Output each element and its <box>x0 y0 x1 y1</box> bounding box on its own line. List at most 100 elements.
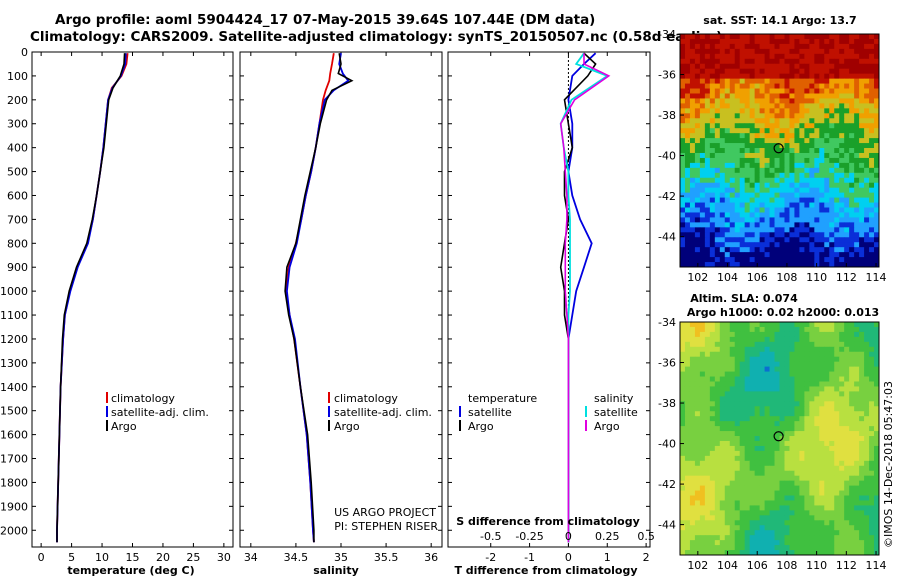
map-cell <box>829 480 835 486</box>
map-cell <box>829 366 835 372</box>
map-cell <box>739 167 746 174</box>
map-cell <box>874 436 880 442</box>
map-cell <box>689 187 696 194</box>
map-cell <box>739 108 746 114</box>
map-cell <box>804 187 810 194</box>
map-cell <box>834 336 840 343</box>
map-cell <box>819 247 825 253</box>
map-cell <box>724 157 731 164</box>
map-cell <box>759 500 765 506</box>
map-cell <box>729 232 736 238</box>
map-cell <box>804 93 810 99</box>
map-cell <box>789 138 795 144</box>
map-cell <box>839 470 845 477</box>
s-tick-label: 0.25 <box>595 530 620 543</box>
map-cell <box>829 505 835 511</box>
map-cell <box>689 465 696 472</box>
map-cell <box>764 480 770 486</box>
map-cell <box>864 78 870 84</box>
map-cell <box>724 38 731 45</box>
map-cell <box>869 550 875 556</box>
map-cell <box>799 172 805 179</box>
map-cell <box>694 510 701 516</box>
map-cell <box>774 63 780 70</box>
map-cell <box>749 346 756 353</box>
map-cell <box>799 525 805 531</box>
map-cell <box>824 192 830 198</box>
map-cell <box>859 490 865 496</box>
map-cell <box>844 331 850 338</box>
map-cell <box>864 401 870 407</box>
map-cell <box>789 381 795 387</box>
map-cell <box>754 455 761 462</box>
map-cell <box>779 455 785 462</box>
map-cell <box>869 530 875 536</box>
map-cell <box>864 103 870 109</box>
x-tick-label: -2 <box>485 551 496 564</box>
map-cell <box>864 98 870 104</box>
map-cell <box>824 371 830 377</box>
map-cell <box>849 143 855 149</box>
map-cell <box>874 103 880 109</box>
map-cell <box>844 465 850 472</box>
map-cell <box>874 34 880 40</box>
map-cell <box>869 222 875 228</box>
map-cell <box>754 525 761 531</box>
map-cell <box>869 197 875 203</box>
map-cell <box>874 237 880 243</box>
map-cell <box>819 162 825 169</box>
map-cell <box>829 371 835 377</box>
map-cell <box>734 386 741 392</box>
map-cell <box>724 83 731 89</box>
map-cell <box>789 505 795 511</box>
map-cell <box>734 411 741 417</box>
map-cell <box>704 322 711 328</box>
map-cell <box>789 351 795 358</box>
map-cell <box>789 68 795 75</box>
map-cell <box>709 58 716 65</box>
map-cell <box>809 450 815 457</box>
map-cell <box>729 386 736 392</box>
map-cell <box>689 128 696 134</box>
map-cell <box>824 162 830 169</box>
map-cell <box>719 485 726 491</box>
map-cell <box>819 103 825 109</box>
map-cell <box>699 470 706 477</box>
map-cell <box>819 172 825 179</box>
map-cell <box>839 440 845 447</box>
map-cell <box>714 331 721 338</box>
map-cell <box>869 143 875 149</box>
map-cell <box>714 505 721 511</box>
map-cell <box>824 123 830 129</box>
map-cell <box>844 58 850 65</box>
map-cell <box>724 386 731 392</box>
map-cell <box>854 257 860 263</box>
map-cell <box>759 436 765 442</box>
map-cell <box>809 222 815 228</box>
map-cell <box>729 93 736 99</box>
map-cell <box>764 227 770 233</box>
map-cell <box>764 361 770 368</box>
map-cell <box>869 326 875 333</box>
map-cell <box>694 391 701 397</box>
map-cell <box>799 78 805 84</box>
map-cell <box>749 38 756 45</box>
map-cell <box>779 138 785 144</box>
map-cell <box>689 73 696 80</box>
map-cell <box>774 416 780 422</box>
map-cell <box>749 217 756 223</box>
map-cell <box>699 242 706 248</box>
map-cell <box>869 73 875 80</box>
map-cell <box>809 460 815 467</box>
map-cell <box>689 48 696 55</box>
map-cell <box>764 48 770 55</box>
map-cell <box>689 495 696 501</box>
map-cell <box>709 431 716 437</box>
map-cell <box>694 445 701 452</box>
depth-axis: 0100200300400500600700800900100011001200… <box>0 46 28 537</box>
map-cell <box>699 510 706 516</box>
map-cell <box>804 341 810 348</box>
depth-tick-label: 1300 <box>0 357 28 370</box>
map-cell <box>834 475 840 482</box>
temperature-legend: climatology satellite-adj. clim. Argo <box>106 392 209 433</box>
